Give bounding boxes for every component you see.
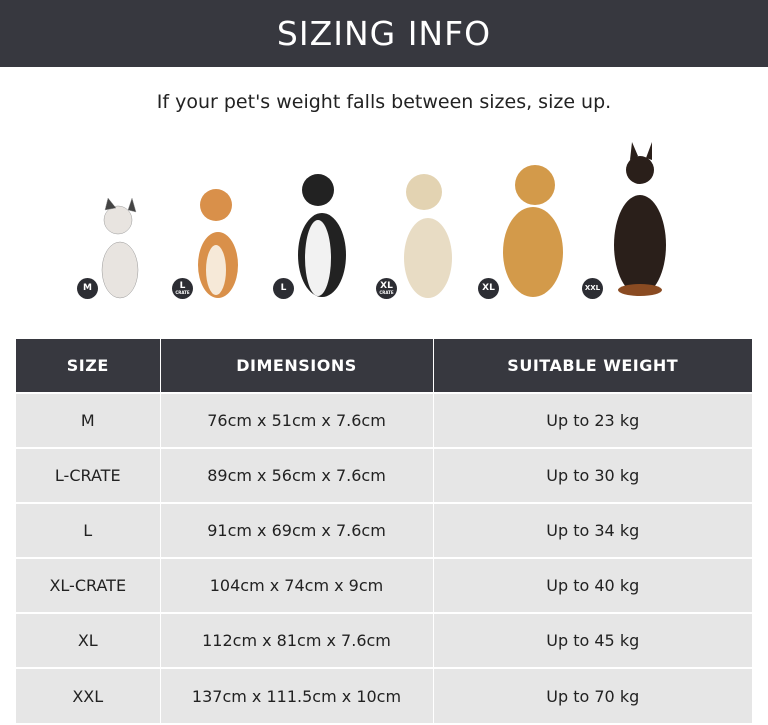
- weight-cell: Up to 70 kg: [433, 667, 752, 723]
- dimensions-cell: 76cm x 51cm x 7.6cm: [160, 392, 434, 448]
- labrador-image: [404, 174, 452, 298]
- shiba-inu-image: [198, 189, 238, 298]
- dimensions-cell: 89cm x 56cm x 7.6cm: [160, 447, 434, 503]
- size-cell: XL-CRATE: [16, 557, 161, 613]
- weight-cell: Up to 40 kg: [433, 557, 752, 613]
- dog-images: [101, 142, 666, 299]
- size-badge-l-crate: L CRATE: [172, 278, 193, 299]
- table-row: XL 112cm x 81cm x 7.6cm Up to 45 kg: [16, 612, 752, 668]
- dimensions-cell: 91cm x 69cm x 7.6cm: [160, 502, 434, 558]
- table-row: L 91cm x 69cm x 7.6cm Up to 34 kg: [16, 502, 752, 558]
- size-badge-m: M: [77, 278, 98, 299]
- header-weight: SUITABLE WEIGHT: [433, 339, 752, 393]
- table-row: L-CRATE 89cm x 56cm x 7.6cm Up to 30 kg: [16, 447, 752, 503]
- size-cell: XXL: [16, 667, 161, 723]
- border-collie-image: [298, 174, 346, 297]
- table-row: XXL 137cm x 111.5cm x 10cm Up to 70 kg: [16, 667, 752, 723]
- title-banner: SIZING INFO: [0, 0, 768, 67]
- weight-cell: Up to 23 kg: [433, 392, 752, 448]
- french-bulldog-image: [101, 197, 139, 299]
- table-row: M 76cm x 51cm x 7.6cm Up to 23 kg: [16, 392, 752, 448]
- dimensions-cell: 104cm x 74cm x 9cm: [160, 557, 434, 613]
- header-size: SIZE: [16, 339, 161, 393]
- subtitle: If your pet's weight falls between sizes…: [156, 91, 612, 113]
- header-dimensions: DIMENSIONS: [160, 339, 434, 393]
- weight-cell: Up to 34 kg: [433, 502, 752, 558]
- size-cell: L: [16, 502, 161, 558]
- size-cell: M: [16, 392, 161, 448]
- size-badge-xl-crate: XL CRATE: [376, 278, 397, 299]
- golden-retriever-image: [503, 165, 563, 297]
- size-badge-xxl: XXL: [582, 278, 603, 299]
- size-cell: L-CRATE: [16, 447, 161, 503]
- dimensions-cell: 137cm x 111.5cm x 10cm: [160, 667, 434, 723]
- page-title: SIZING INFO: [276, 14, 492, 53]
- table-row: XL-CRATE 104cm x 74cm x 9cm Up to 40 kg: [16, 557, 752, 613]
- table-header: SIZE DIMENSIONS SUITABLE WEIGHT: [16, 339, 752, 393]
- sizing-table: SIZE DIMENSIONS SUITABLE WEIGHT M 76cm x …: [16, 339, 752, 723]
- weight-cell: Up to 30 kg: [433, 447, 752, 503]
- doberman-image: [614, 142, 666, 296]
- size-badge-xl: XL: [478, 278, 499, 299]
- weight-cell: Up to 45 kg: [433, 612, 752, 668]
- dimensions-cell: 112cm x 81cm x 7.6cm: [160, 612, 434, 668]
- size-cell: XL: [16, 612, 161, 668]
- size-badge-l: L: [273, 278, 294, 299]
